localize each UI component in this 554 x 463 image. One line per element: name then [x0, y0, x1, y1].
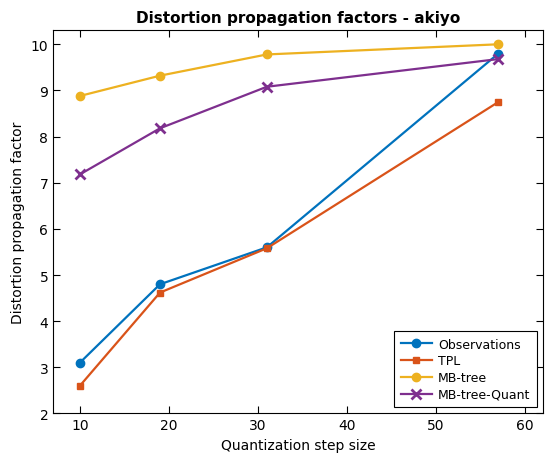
Line: MB-tree-Quant: MB-tree-Quant [75, 55, 503, 180]
TPL [76, 383, 83, 389]
Y-axis label: Distortion propagation factor: Distortion propagation factor [11, 121, 25, 324]
Line: MB-tree: MB-tree [76, 41, 502, 101]
Line: Observations: Observations [76, 50, 502, 367]
TPL [495, 100, 502, 106]
Observations [76, 360, 83, 366]
Legend: Observations, TPL, MB-tree, MB-tree-Quant: Observations, TPL, MB-tree, MB-tree-Quan… [394, 332, 537, 407]
MB-tree-Quant [495, 57, 502, 63]
Observations [264, 245, 270, 250]
X-axis label: Quantization step size: Quantization step size [220, 438, 375, 452]
MB-tree [157, 74, 163, 79]
Observations [157, 282, 163, 288]
MB-tree [264, 52, 270, 58]
Title: Distortion propagation factors - akiyo: Distortion propagation factors - akiyo [136, 11, 460, 26]
MB-tree-Quant [157, 126, 163, 132]
Line: TPL: TPL [76, 99, 502, 389]
TPL [157, 290, 163, 296]
MB-tree-Quant [264, 85, 270, 90]
MB-tree [76, 94, 83, 100]
MB-tree-Quant [76, 172, 83, 178]
MB-tree [495, 43, 502, 48]
TPL [264, 246, 270, 251]
Observations [495, 51, 502, 57]
